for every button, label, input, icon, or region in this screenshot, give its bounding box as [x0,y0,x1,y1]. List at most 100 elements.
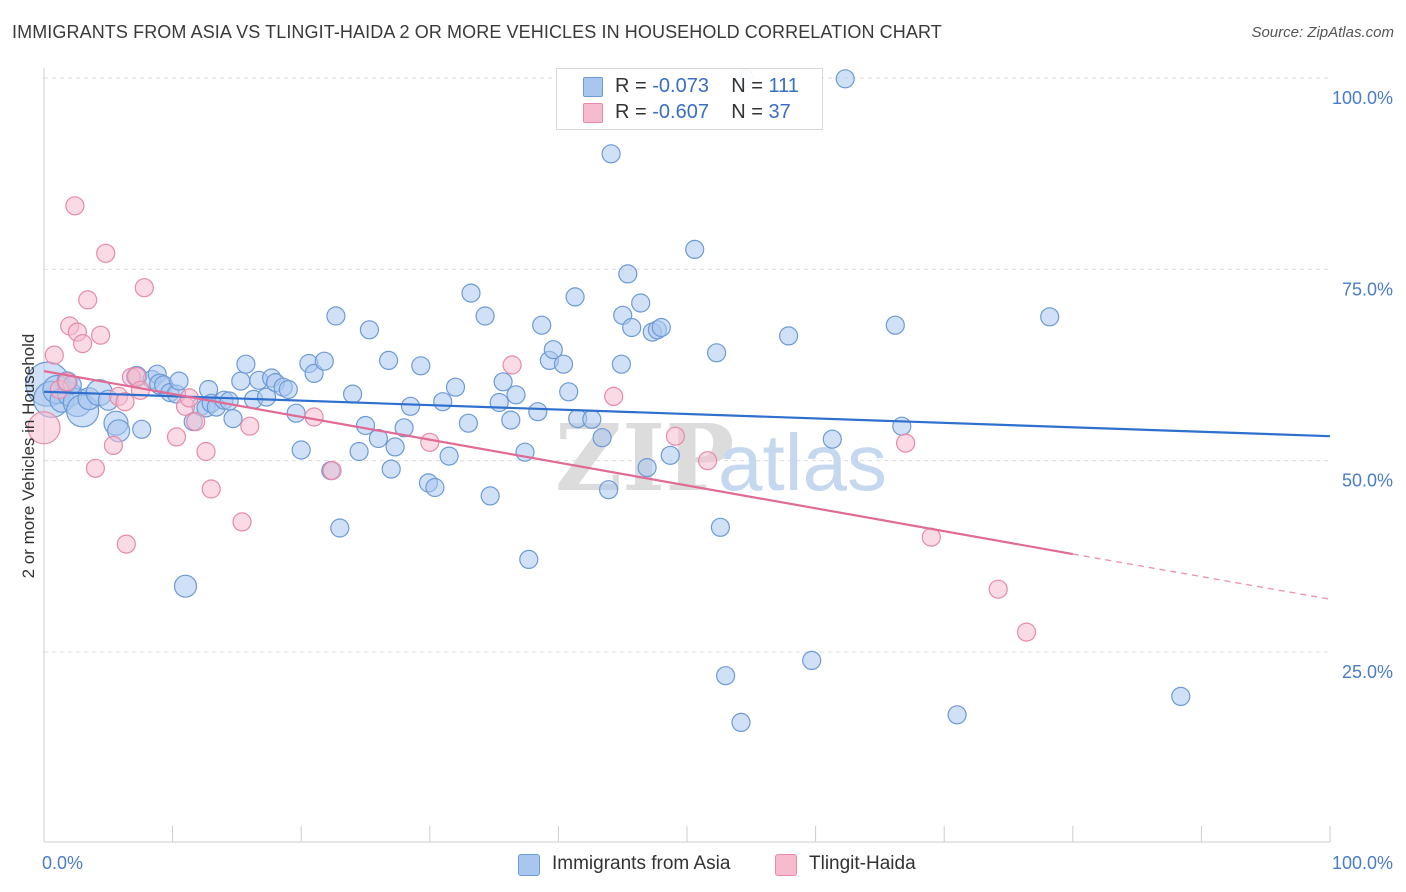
blue-point-80 [553,354,574,374]
blue-point-22 [169,371,189,391]
blue-point-88 [611,354,632,374]
blue-point-100 [710,517,731,537]
blue-point-66 [458,413,478,433]
data-points [25,69,1191,733]
legend-r-value-blue: -0.073 [652,75,709,97]
blue-point-84 [582,409,602,429]
blue-point-102 [731,712,751,733]
blue-point-60 [411,356,431,376]
axes [43,68,1331,843]
blue-point-92 [631,293,651,313]
legend-n-label: N = [731,75,769,97]
blue-point-112 [1171,686,1191,707]
pink-point-33 [665,426,686,446]
blue-point-32 [223,409,243,429]
pink-point-38 [1016,622,1037,642]
pink-point-0 [27,411,61,445]
blue-point-49 [330,518,350,538]
blue-point-62 [425,477,445,498]
pink-point-19 [134,278,154,298]
pink-point-30 [420,432,440,452]
correlation-legend: R = -0.073 N = 111 R = -0.607 N = 37 [556,68,823,130]
blue-point-57 [385,437,405,457]
blue-point-75 [519,549,539,570]
pink-point-35 [895,433,916,453]
blue-point-56 [381,459,401,479]
pink-point-3 [57,372,77,392]
pink-point-37 [988,579,1008,599]
legend-label-asia: Immigrants from Asia [552,853,731,874]
blue-point-43 [291,440,311,460]
blue-point-109 [892,416,912,436]
blue-point-73 [506,385,526,405]
blue-point-107 [835,69,855,89]
blue-point-105 [802,650,822,671]
blue-point-41 [278,379,298,400]
blue-point-64 [439,446,459,466]
blue-point-101 [715,666,736,686]
blue-point-77 [532,315,552,335]
blue-point-93 [637,458,657,478]
blue-point-90 [618,264,638,284]
y-tick-label-100: 100.0% [1332,88,1393,108]
blue-point-98 [685,239,705,259]
blue-point-91 [622,317,642,338]
blue-trend-line [43,390,1331,438]
blue-point-86 [598,480,619,500]
blue-point-46 [314,351,334,371]
blue-point-37 [256,387,277,407]
chart-title: IMMIGRANTS FROM ASIA VS TLINGIT-HAIDA 2 … [12,22,942,42]
pink-point-32 [604,386,624,406]
blue-point-50 [343,384,363,404]
blue-point-63 [433,392,453,412]
pink-point-14 [115,392,135,412]
blue-point-85 [592,428,612,448]
pink-point-20 [166,427,187,447]
pink-legend-swatch [775,854,797,876]
blue-point-67 [461,283,481,303]
pink-point-24 [196,441,216,462]
pink-point-26 [232,512,252,532]
legend-n-value-blue: 111 [768,75,799,97]
legend-n-label: N = [731,101,769,123]
blue-point-79 [543,340,563,360]
blue-point-87 [601,144,621,164]
blue-point-55 [379,350,399,370]
pink-point-7 [72,334,93,354]
y-tick-label-50: 50.0% [1342,471,1393,491]
y-tick-label-75: 75.0% [1342,279,1393,299]
blue-point-34 [236,354,256,374]
blue-point-23 [173,574,198,598]
blue-point-97 [660,445,680,465]
pink-trend-extension [1072,553,1331,600]
blue-point-31 [219,391,239,411]
blue-point-51 [349,441,369,462]
blue-point-59 [400,396,421,416]
blue-point-81 [559,382,579,402]
legend-label-tlingit: Tlingit-Haida [809,853,916,874]
pink-point-23 [186,412,206,432]
pink-point-5 [65,196,85,216]
blue-point-96 [651,317,671,338]
pink-point-31 [502,355,522,375]
pink-point-11 [96,243,116,263]
watermark-atlas: atlas [718,418,887,507]
blue-point-99 [706,343,727,363]
x-tick-label-min: 0.0% [42,853,83,873]
pink-point-12 [103,435,124,455]
blue-point-71 [493,372,513,392]
pink-point-25 [201,479,221,499]
y-tick-label-25: 25.0% [1342,662,1393,682]
legend-r-value-pink: -0.607 [652,101,709,123]
pink-point-1 [44,345,64,365]
blue-point-111 [1040,307,1060,327]
pink-point-34 [697,451,718,471]
blue-point-110 [947,705,967,725]
legend-r-label: R = [615,101,653,123]
legend-r-label: R = [615,75,653,97]
blue-point-76 [528,402,548,422]
blue-point-15 [132,419,152,439]
pink-point-9 [85,458,106,478]
pink-point-8 [78,290,98,310]
